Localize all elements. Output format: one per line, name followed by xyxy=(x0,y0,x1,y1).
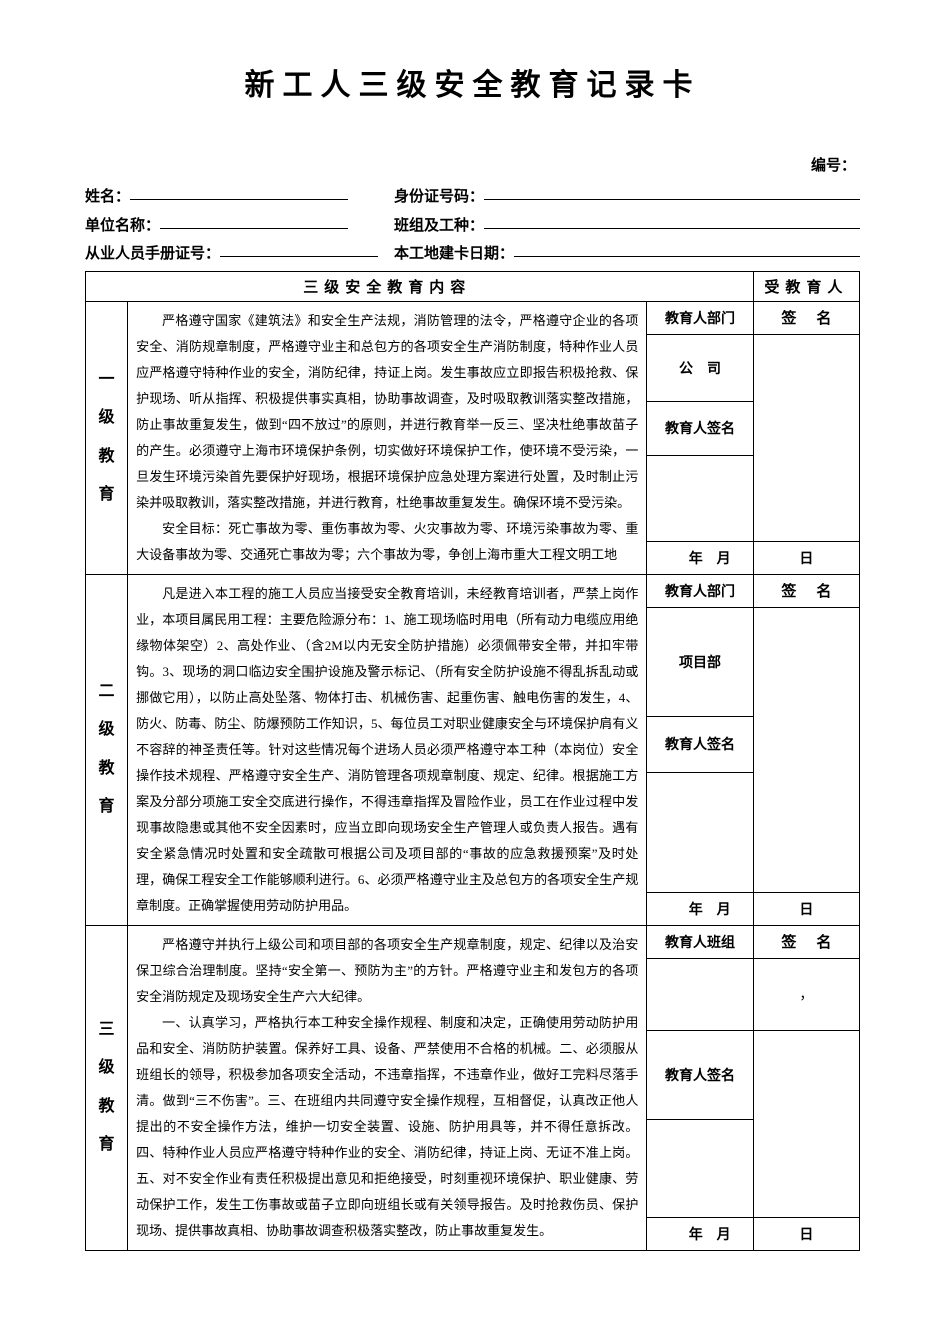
id-underline xyxy=(484,183,860,200)
name-label: 姓名： xyxy=(85,183,130,212)
l2-sign-label-cell: 教育人签名 xyxy=(647,716,753,772)
l2-vlabel: 二级教育 xyxy=(86,574,128,925)
card-date-underline xyxy=(514,240,860,257)
l3-blank-cell-2 xyxy=(647,1119,753,1217)
l1-p1: 严格遵守国家《建筑法》和安全生产法规，消防管理的法令，严格遵守企业的各项安全、消… xyxy=(136,308,638,516)
l1-content: 严格遵守国家《建筑法》和安全生产法规，消防管理的法令，严格遵守企业的各项安全、消… xyxy=(128,301,647,574)
l1-date-d: 日 xyxy=(753,541,859,574)
l3-vlabel: 三级教育 xyxy=(86,925,128,1250)
cert-underline xyxy=(220,240,378,257)
l1-vlabel: 一级教育 xyxy=(86,301,128,574)
l1-sign-label-cell: 教育人签名 xyxy=(647,401,753,455)
l3-sign-label-cell: 教育人签名 xyxy=(647,1030,753,1119)
l1-company-label: 公 司 xyxy=(647,334,753,401)
l2-blank-cell xyxy=(647,772,753,892)
l2-sign-area xyxy=(753,607,859,892)
cert-label: 从业人员手册证号： xyxy=(85,240,220,269)
blank-header-cell-2 xyxy=(647,271,753,301)
l2-date-d: 日 xyxy=(753,892,859,925)
fields-block: 姓名： 身份证号码： 单位名称： 班组及工种： 从业人员手册证号： 本工地建卡日… xyxy=(85,183,860,269)
l2-sign-label: 签名 xyxy=(753,574,859,607)
l3-comma: ， xyxy=(753,958,859,1030)
blank-header-cell xyxy=(86,271,128,301)
l3-content: 严格遵守并执行上级公司和项目部的各项安全生产规章制度，规定、纪律以及治安保卫综合… xyxy=(128,925,647,1250)
l3-p1: 严格遵守并执行上级公司和项目部的各项安全生产规章制度，规定、纪律以及治安保卫综合… xyxy=(136,932,638,1010)
main-table: 三级安全教育内容 受教育人 一级教育 严格遵守国家《建筑法》和安全生产法规，消防… xyxy=(85,271,860,1251)
l2-p1: 凡是进入本工程的施工人员应当接受安全教育培训，未经教育培训者，严禁上岗作业，本项… xyxy=(136,581,638,919)
card-date-label: 本工地建卡日期： xyxy=(394,240,514,269)
company-label: 单位名称： xyxy=(85,212,160,241)
l1-dept-label: 教育人部门 xyxy=(647,301,753,334)
id-label: 身份证号码： xyxy=(394,183,484,212)
l1-blank-cell xyxy=(647,455,753,541)
l3-date-d: 日 xyxy=(753,1217,859,1250)
table-header-row: 三级安全教育内容 受教育人 xyxy=(86,271,860,301)
l3-row-1: 三级教育 严格遵守并执行上级公司和项目部的各项安全生产规章制度，规定、纪律以及治… xyxy=(86,925,860,958)
l2-project-label: 项目部 xyxy=(647,607,753,716)
team-underline xyxy=(484,212,860,229)
l3-p2: 一、认真学习，严格执行本工种安全操作规程、制度和决定，正确使用劳动防护用品和安全… xyxy=(136,1010,638,1244)
l3-blank-cell-1 xyxy=(647,958,753,1030)
team-label: 班组及工种： xyxy=(394,212,484,241)
l3-date-ym: 年月 xyxy=(647,1217,753,1250)
page-title: 新工人三级安全教育记录卡 xyxy=(85,60,860,104)
l2-content: 凡是进入本工程的施工人员应当接受安全教育培训，未经教育培训者，严禁上岗作业，本项… xyxy=(128,574,647,925)
serial-label: 编号： xyxy=(85,154,860,175)
educated-header: 受教育人 xyxy=(753,271,859,301)
company-underline xyxy=(160,212,348,229)
l3-sign-label: 签名 xyxy=(753,925,859,958)
l1-p2: 安全目标：死亡事故为零、重伤事故为零、火灾事故为零、环境污染事故为零、重大设备事… xyxy=(136,516,638,568)
l1-date-ym: 年月 xyxy=(647,541,753,574)
content-header: 三级安全教育内容 xyxy=(128,271,647,301)
l2-date-ym: 年月 xyxy=(647,892,753,925)
l1-row-1: 一级教育 严格遵守国家《建筑法》和安全生产法规，消防管理的法令，严格遵守企业的各… xyxy=(86,301,860,334)
l3-sign-area xyxy=(753,1030,859,1217)
name-underline xyxy=(130,183,348,200)
l3-team-label: 教育人班组 xyxy=(647,925,753,958)
l2-row-1: 二级教育 凡是进入本工程的施工人员应当接受安全教育培训，未经教育培训者，严禁上岗… xyxy=(86,574,860,607)
l2-dept-label: 教育人部门 xyxy=(647,574,753,607)
l1-sign-area xyxy=(753,334,859,541)
l1-sign-label: 签名 xyxy=(753,301,859,334)
